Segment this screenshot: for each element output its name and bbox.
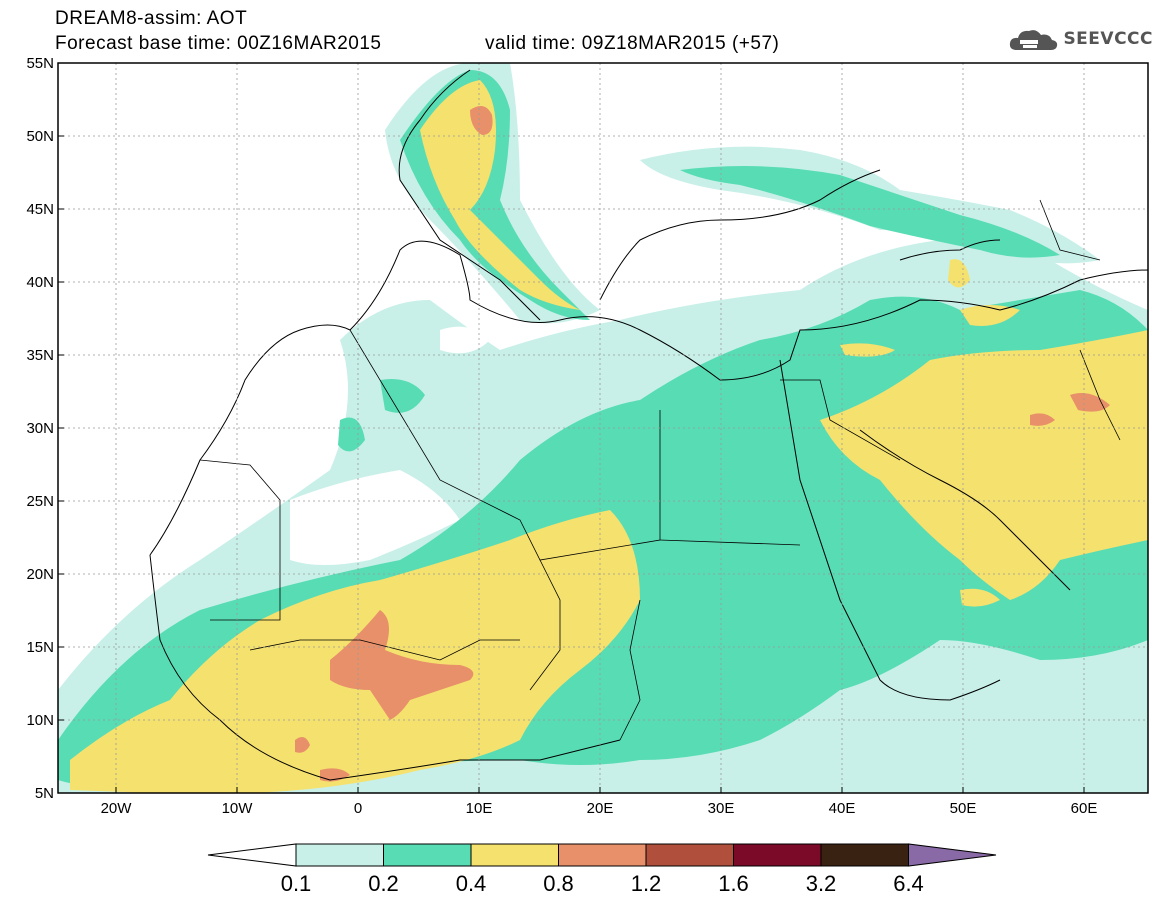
coastlines (149, 69, 1148, 781)
lon-label: 20W (101, 800, 133, 817)
colorbar-level-label: 0.8 (543, 871, 574, 896)
lon-label: 10W (222, 800, 254, 817)
colorbar-level-label: 0.1 (280, 871, 312, 896)
colorbar-over-arrow (908, 843, 997, 867)
longitude-labels: 20W 10W 0 10E 20E 30E 40E 50E 60E (101, 787, 1098, 817)
colorbar (207, 843, 997, 867)
cloud-icon (1010, 30, 1058, 50)
lat-label: 55N (26, 55, 54, 72)
aot-field (58, 63, 1148, 793)
colorbar-level-label: 1.2 (630, 871, 662, 896)
colorbar-level-label: 0.4 (455, 871, 487, 896)
lat-label: 20N (26, 566, 54, 583)
valid-time: valid time: 09Z18MAR2015 (+57) (485, 33, 780, 54)
lon-label: 30E (708, 800, 735, 817)
colorbar-bin (383, 843, 472, 867)
lon-label: 60E (1071, 800, 1098, 817)
lat-label: 50N (26, 128, 54, 145)
colorbar-level-label: 0.2 (368, 871, 399, 896)
lat-label: 45N (26, 201, 54, 218)
lat-label: 30N (26, 420, 54, 437)
lon-label: 50E (950, 800, 977, 817)
chart-title: DREAM8-assim: AOT (55, 8, 248, 29)
lat-label: 15N (26, 639, 54, 656)
lat-label: 10N (26, 712, 54, 729)
forecast-base-time: Forecast base time: 00Z16MAR2015 (55, 33, 382, 54)
colorbar-bin (558, 843, 647, 867)
gridlines (58, 63, 1148, 793)
colorbar-bin (295, 843, 384, 867)
colorbar-bin (470, 843, 559, 867)
colorbar-under-arrow (207, 843, 297, 867)
colorbar-level-label: 1.6 (718, 871, 749, 896)
lon-label: 20E (587, 800, 614, 817)
lat-label: 25N (26, 493, 54, 510)
lat-label: 5N (35, 785, 54, 802)
colorbar-bin (645, 843, 734, 867)
lon-label: 10E (466, 800, 493, 817)
colorbar-bin (820, 843, 909, 867)
colorbar-bin (733, 843, 822, 867)
lon-label: 0 (354, 800, 362, 817)
lat-label: 35N (26, 347, 54, 364)
lat-label: 40N (26, 274, 54, 291)
seevccc-logo: SEEVCCC (1007, 26, 1153, 52)
latitude-labels: 55N 50N 45N 40N 35N 30N 25N 20N 15N 10N 5N (26, 55, 64, 802)
lon-label: 40E (829, 800, 856, 817)
colorbar-level-label: 6.4 (893, 871, 924, 896)
colorbar-level-label: 3.2 (805, 871, 837, 896)
